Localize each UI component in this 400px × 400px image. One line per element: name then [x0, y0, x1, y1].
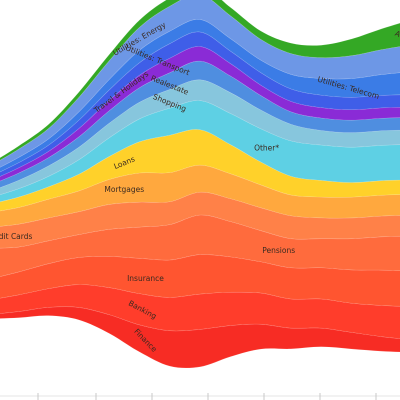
- label-other: Other*: [254, 143, 279, 152]
- label-mortgages: Mortgages: [104, 185, 144, 194]
- label-insurance: Insurance: [127, 274, 164, 283]
- label-credit-cards: Credit Cards: [0, 232, 32, 241]
- stream-layers: [0, 0, 400, 369]
- stream-layer-au: [0, 0, 400, 161]
- label-au: Au: [394, 29, 400, 41]
- label-pensions: Pensions: [262, 246, 295, 255]
- x-axis: [0, 393, 400, 400]
